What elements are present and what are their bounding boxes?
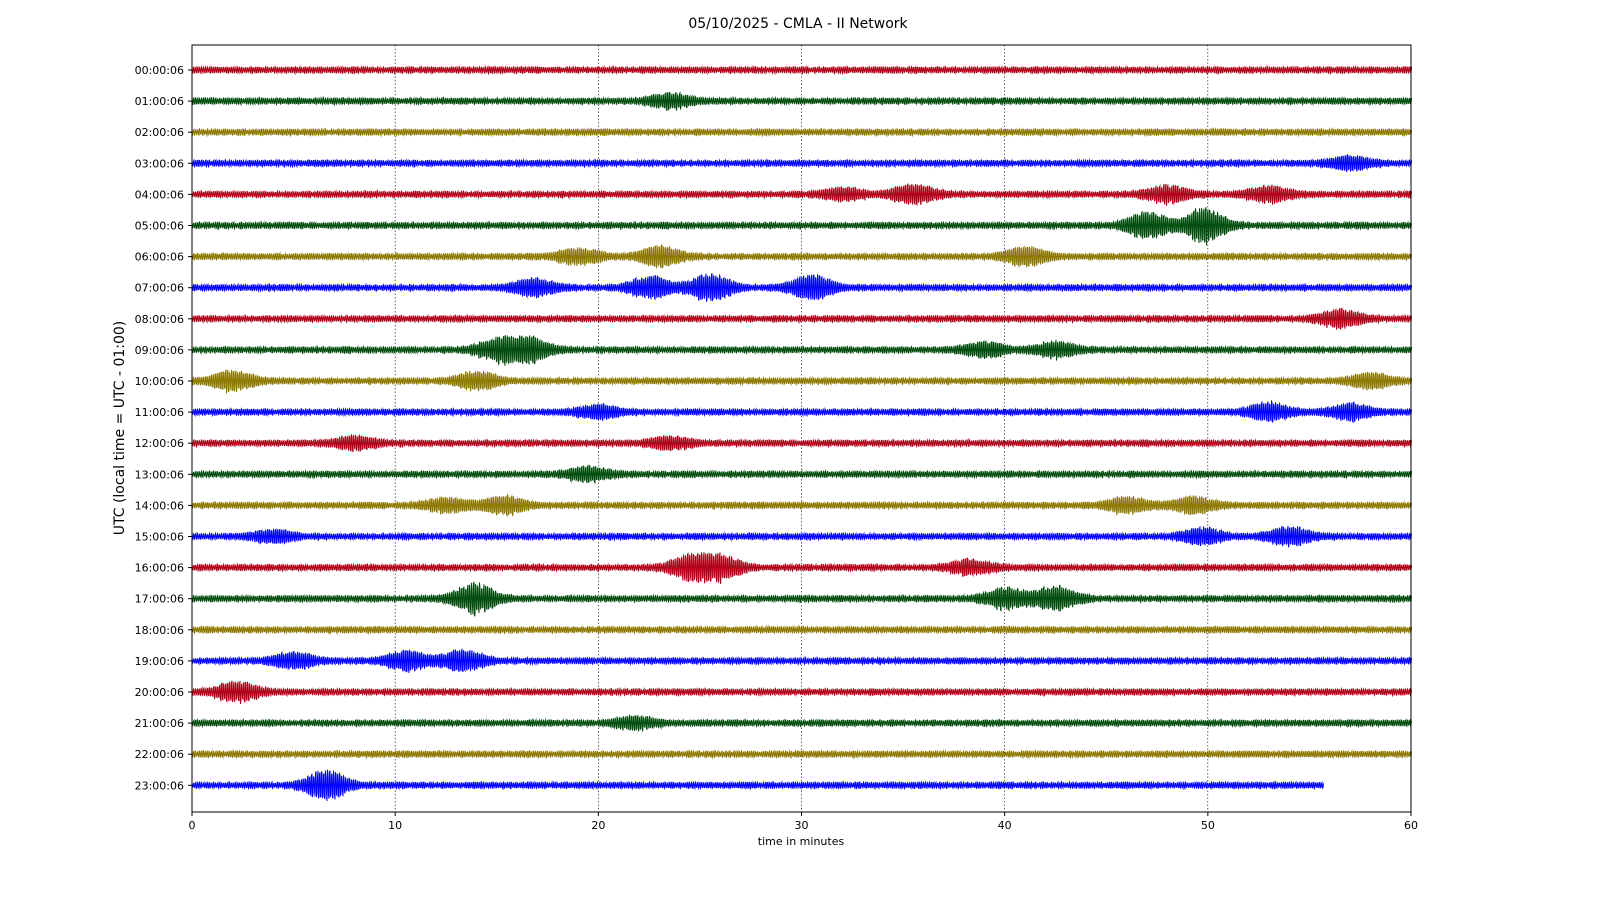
trace-row	[191, 624, 1412, 636]
y-tick-label: 19:00:06	[135, 655, 184, 668]
trace-row	[191, 749, 1412, 760]
y-tick-label: 20:00:06	[135, 686, 184, 699]
x-tick-label: 50	[1201, 819, 1215, 832]
y-tick-label: 18:00:06	[135, 624, 184, 637]
trace-row	[191, 581, 1412, 617]
trace-row	[191, 127, 1412, 138]
y-tick-label: 04:00:06	[135, 188, 184, 201]
chart-title: 05/10/2025 - CMLA - II Network	[688, 16, 908, 32]
y-tick-label: 16:00:06	[135, 562, 184, 575]
y-tick-label: 22:00:06	[135, 748, 184, 761]
trace-row	[191, 272, 1412, 302]
trace-row	[191, 680, 1412, 705]
y-tick-label: 15:00:06	[135, 531, 184, 544]
trace-row	[191, 369, 1412, 394]
y-tick-label: 17:00:06	[135, 593, 184, 606]
x-tick-label: 30	[795, 819, 809, 832]
y-tick-label: 08:00:06	[135, 313, 184, 326]
y-tick-label: 21:00:06	[135, 717, 184, 730]
trace-row	[191, 207, 1412, 246]
y-tick-label: 13:00:06	[135, 468, 184, 481]
trace-row	[191, 399, 1412, 424]
trace-row	[191, 334, 1412, 366]
y-tick-labels: 00:00:06 01:00:06 02:00:06 03:00:06 04:00:06…	[135, 64, 192, 792]
x-tick-labels: 0 10 20 30 40 50 60	[189, 812, 1418, 832]
y-tick-label: 02:00:06	[135, 126, 184, 139]
x-tick-label: 60	[1404, 819, 1418, 832]
y-tick-label: 14:00:06	[135, 499, 184, 512]
seismogram-traces	[191, 64, 1412, 802]
plot-frame	[191, 44, 1412, 813]
y-tick-label: 07:00:06	[135, 282, 184, 295]
y-tick-label: 05:00:06	[135, 220, 184, 233]
x-tick-label: 40	[998, 819, 1012, 832]
trace-row	[191, 307, 1412, 330]
y-tick-label: 10:00:06	[135, 375, 184, 388]
trace-row	[191, 493, 1412, 518]
trace-row	[191, 64, 1412, 76]
x-tick-label: 10	[388, 819, 402, 832]
trace-row	[191, 525, 1412, 548]
y-tick-label: 09:00:06	[135, 344, 184, 357]
trace-row	[191, 713, 1412, 732]
trace-row	[191, 244, 1412, 269]
trace-row	[191, 91, 1412, 111]
y-axis-label: UTC (local time = UTC - 01:00)	[112, 321, 128, 536]
trace-row	[191, 769, 1324, 802]
y-tick-label: 23:00:06	[135, 779, 184, 792]
y-tick-label: 11:00:06	[135, 406, 184, 419]
trace-row	[191, 153, 1412, 173]
trace-row	[191, 552, 1412, 584]
y-tick-label: 06:00:06	[135, 251, 184, 264]
y-tick-label: 00:00:06	[135, 64, 184, 77]
y-tick-label: 12:00:06	[135, 437, 184, 450]
trace-row	[191, 648, 1412, 673]
y-tick-label: 03:00:06	[135, 157, 184, 170]
x-axis-label: time in minutes	[758, 835, 845, 848]
x-tick-label: 0	[189, 819, 196, 832]
y-tick-label: 01:00:06	[135, 95, 184, 108]
trace-row	[191, 464, 1412, 484]
x-tick-label: 20	[591, 819, 605, 832]
trace-row	[191, 433, 1412, 453]
trace-row	[191, 183, 1412, 207]
